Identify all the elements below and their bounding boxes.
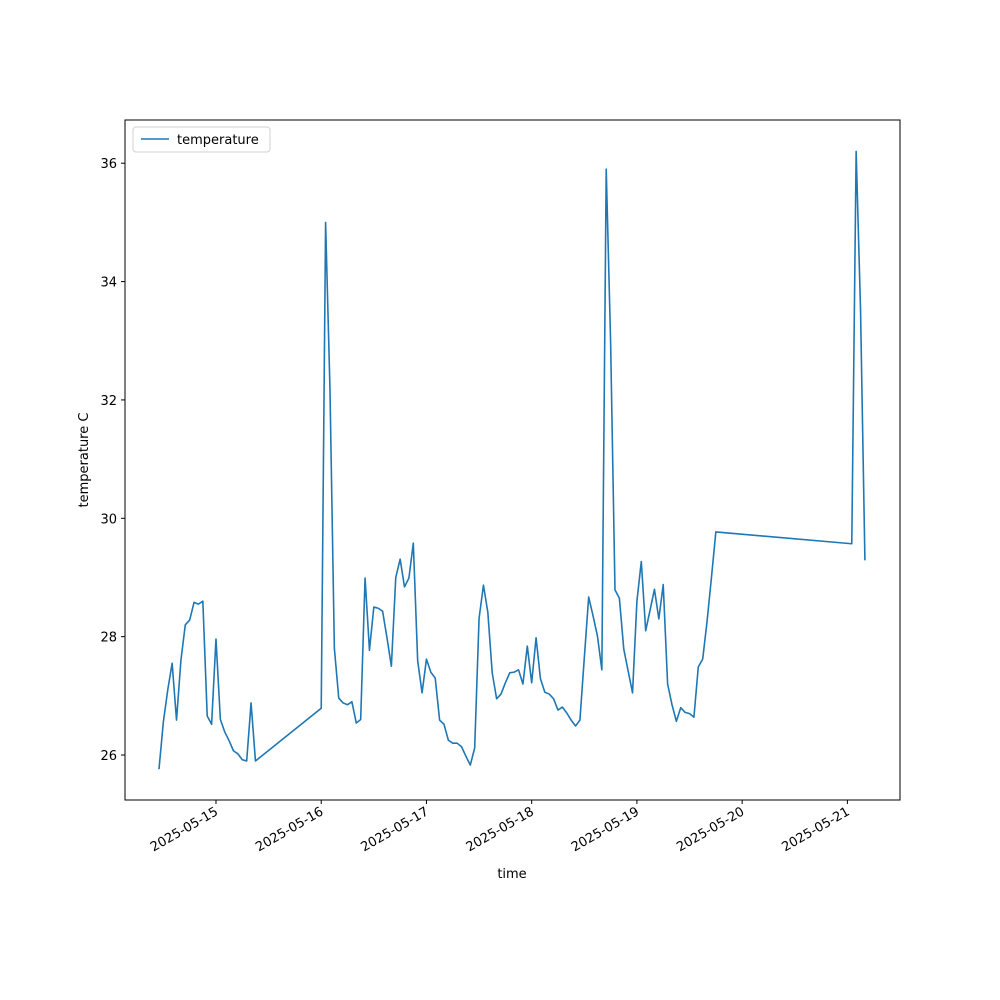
legend-box [132,126,271,153]
y-axis-label: temperature C [77,413,92,508]
x-tick-label: 2025-05-15 [148,804,221,855]
axes-frame [124,119,901,801]
y-tick-label: 28 [100,631,117,646]
x-tick-label: 2025-05-16 [253,804,326,855]
x-tick-label: 2025-05-20 [674,804,747,855]
x-tick-label: 2025-05-19 [569,804,642,855]
y-tick-label: 26 [100,749,117,764]
x-axis-label: time [497,867,526,882]
x-tick-label: 2025-05-21 [779,804,852,855]
x-tick-label: 2025-05-17 [359,804,432,855]
y-tick-label: 36 [100,157,117,172]
series-line [158,150,866,770]
legend-label: temperature [177,133,259,148]
x-tick-label: 2025-05-18 [464,804,537,855]
y-tick-label: 30 [100,512,117,527]
y-tick-label: 34 [100,276,117,291]
y-tick-label: 32 [100,394,117,409]
